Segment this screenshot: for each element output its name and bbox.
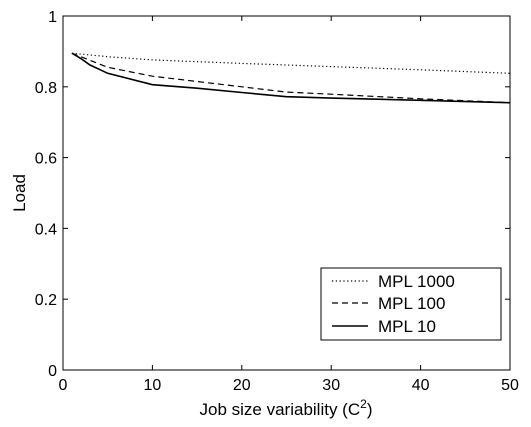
x-tick-label: 30 bbox=[322, 377, 340, 394]
legend-box bbox=[320, 267, 502, 341]
x-tick-label: 20 bbox=[233, 377, 251, 394]
legend-label-mpl-1000: MPL 1000 bbox=[378, 272, 455, 291]
x-axis-label-superscript: 2 bbox=[360, 397, 367, 411]
series-line-mpl-10 bbox=[71, 52, 511, 104]
x-axis-label: Job size variability (C2) bbox=[200, 397, 373, 419]
y-tick-label: 0.4 bbox=[35, 221, 57, 238]
axis-ticks: 0 10 20 30 40 50 0 0.2 0.4 0.6 0.8 1 bbox=[35, 9, 519, 394]
y-tick-label: 0.2 bbox=[35, 292, 57, 309]
x-tick-label: 0 bbox=[59, 377, 68, 394]
legend-label-mpl-100: MPL 100 bbox=[378, 294, 445, 313]
x-axis-label-suffix: ) bbox=[367, 400, 373, 419]
y-axis-label: Load bbox=[10, 174, 29, 212]
legend-label-mpl-10: MPL 10 bbox=[378, 317, 436, 336]
legend: MPL 1000 MPL 100 MPL 10 bbox=[320, 267, 502, 341]
x-tick-label: 10 bbox=[144, 377, 162, 394]
y-tick-label: 0.6 bbox=[35, 151, 57, 168]
x-tick-label: 40 bbox=[412, 377, 430, 394]
x-axis-label-main: Job size variability (C bbox=[200, 400, 361, 419]
x-tick-label: 50 bbox=[501, 377, 519, 394]
y-tick-label: 1 bbox=[48, 9, 57, 26]
y-tick-label: 0.8 bbox=[35, 80, 57, 97]
series-line-mpl-100 bbox=[71, 52, 511, 104]
series-lines bbox=[71, 52, 511, 104]
y-tick-label: 0 bbox=[48, 363, 57, 380]
